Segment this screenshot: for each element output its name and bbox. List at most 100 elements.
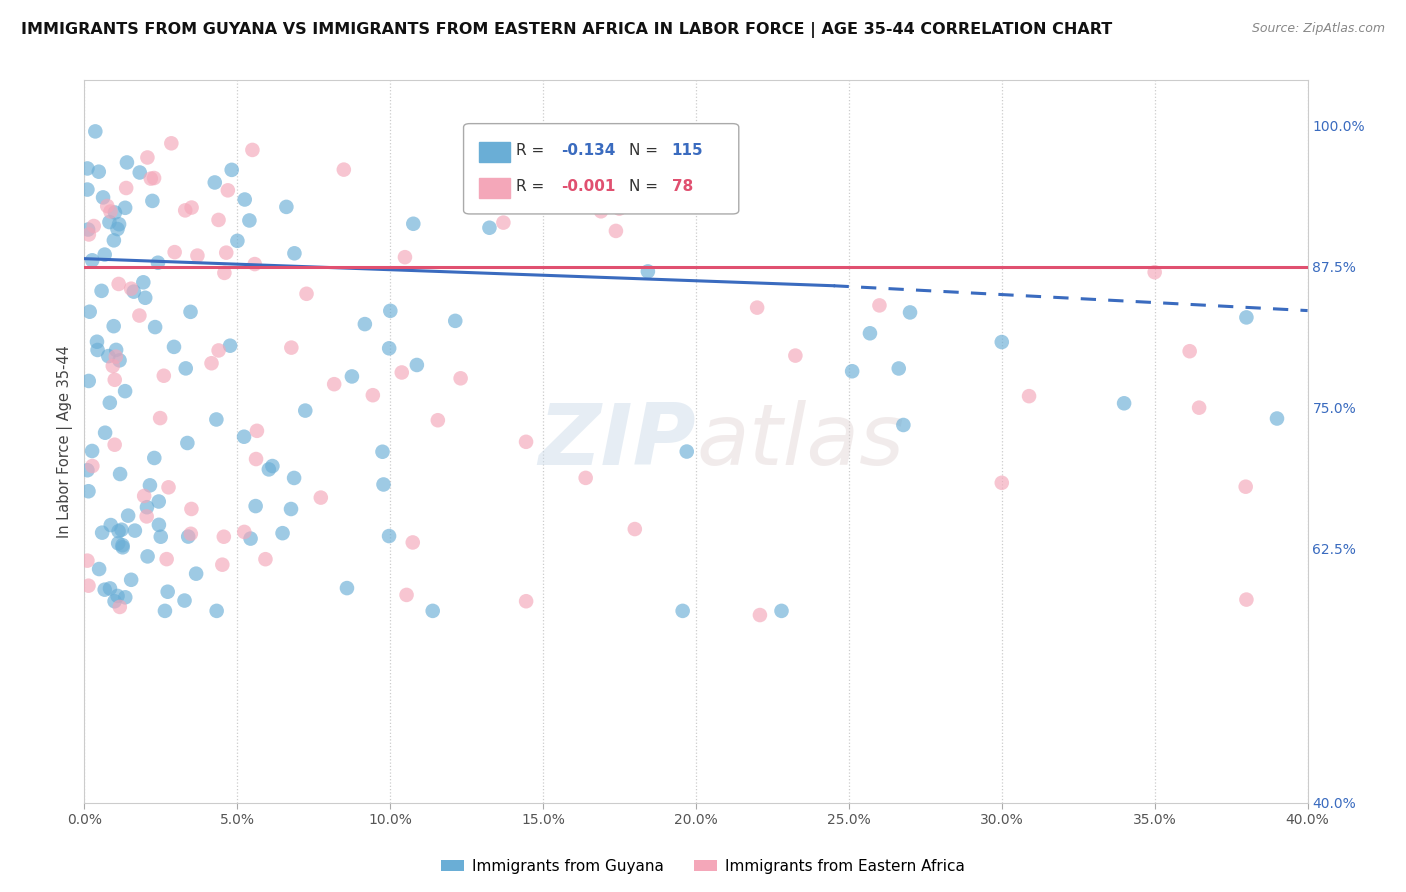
Point [402, 535, 425, 549]
Point [157, 480, 180, 494]
Point [86, 334, 108, 349]
Point [605, 224, 627, 238]
Point [76, 463, 98, 477]
Point [111, 541, 134, 555]
Point [156, 552, 179, 566]
Point [115, 181, 138, 195]
Point [1178, 344, 1201, 359]
Point [97, 349, 120, 363]
Point [637, 264, 659, 278]
Text: R =: R = [516, 143, 550, 158]
Point [785, 349, 807, 363]
Point [226, 234, 249, 248]
Point [176, 436, 198, 450]
Point [233, 524, 256, 539]
Point [184, 566, 207, 581]
Point [90, 284, 112, 298]
Point [405, 358, 427, 372]
Point [103, 594, 125, 608]
Point [207, 343, 229, 358]
Point [139, 171, 162, 186]
Point [104, 350, 127, 364]
Point [115, 155, 138, 169]
Point [143, 320, 166, 334]
Point [163, 340, 186, 354]
Point [98, 396, 121, 410]
Point [180, 305, 202, 319]
Point [156, 584, 179, 599]
Point [82, 458, 104, 473]
Point [76, 183, 98, 197]
Point [114, 591, 136, 605]
Point [120, 573, 142, 587]
Point [111, 538, 134, 552]
Text: ZIP: ZIP [538, 400, 696, 483]
Point [149, 530, 172, 544]
Text: -0.001: -0.001 [561, 179, 616, 194]
Point [108, 599, 131, 614]
Point [200, 356, 222, 370]
Point [1265, 411, 1288, 425]
Point [280, 341, 302, 355]
Point [101, 359, 124, 373]
Point [898, 305, 921, 319]
Point [122, 285, 145, 299]
Text: R =: R = [516, 179, 550, 194]
Point [340, 369, 363, 384]
Point [139, 478, 162, 492]
Point [1114, 396, 1136, 410]
Point [76, 554, 98, 568]
Point [136, 549, 159, 564]
Point [841, 364, 863, 378]
Point [136, 151, 159, 165]
Point [104, 438, 127, 452]
Point [128, 309, 150, 323]
Point [77, 374, 100, 388]
Point [373, 477, 395, 491]
Point [1236, 310, 1258, 325]
Point [114, 201, 136, 215]
Point [257, 462, 280, 476]
Point [391, 366, 413, 380]
Point [395, 588, 418, 602]
Point [94, 425, 117, 440]
Point [103, 319, 125, 334]
Point [361, 388, 384, 402]
Point [98, 215, 121, 229]
Point [276, 200, 298, 214]
Point [245, 499, 267, 513]
Point [160, 136, 183, 151]
Point [246, 424, 269, 438]
Point [207, 213, 229, 227]
Point [76, 161, 98, 176]
Point [254, 552, 277, 566]
Point [262, 458, 284, 473]
Text: N =: N = [628, 179, 662, 194]
Point [180, 201, 202, 215]
Point [748, 608, 770, 623]
Point [180, 526, 202, 541]
Point [100, 518, 122, 533]
Point [492, 216, 515, 230]
Point [294, 403, 316, 417]
Point [143, 450, 166, 465]
Point [354, 317, 377, 331]
Text: -0.134: -0.134 [561, 143, 616, 158]
Point [295, 286, 318, 301]
Point [991, 475, 1014, 490]
Point [96, 199, 118, 213]
Point [153, 368, 176, 383]
Point [271, 526, 294, 541]
Point [79, 304, 101, 318]
Point [77, 579, 100, 593]
Point [450, 371, 472, 385]
Point [107, 589, 129, 603]
Point [991, 334, 1014, 349]
Point [217, 183, 239, 197]
Text: Source: ZipAtlas.com: Source: ZipAtlas.com [1251, 22, 1385, 36]
Point [283, 246, 305, 260]
Point [108, 467, 131, 481]
Point [333, 162, 356, 177]
FancyBboxPatch shape [464, 124, 738, 214]
Point [104, 373, 127, 387]
